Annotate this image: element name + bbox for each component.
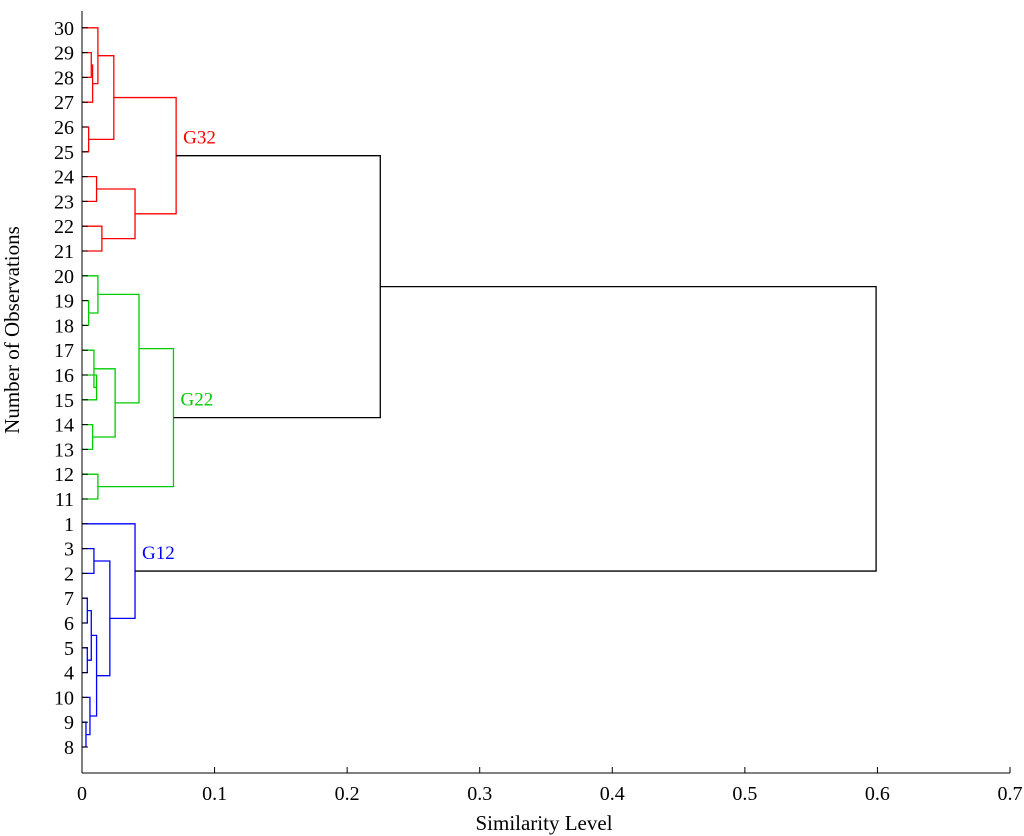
group-label-g22: G22 xyxy=(180,390,213,411)
y-tick-label: 28 xyxy=(54,67,74,89)
group-label-g32: G32 xyxy=(183,128,216,149)
y-tick-label: 29 xyxy=(54,43,74,65)
axes xyxy=(81,11,1010,774)
y-tick-label: 8 xyxy=(64,737,74,759)
y-tick-label: 1 xyxy=(64,514,74,536)
y-tick-label: 17 xyxy=(54,340,74,362)
y-tick-label: 30 xyxy=(54,18,74,40)
x-tick-label: 0.6 xyxy=(865,783,890,805)
y-tick-label: 24 xyxy=(54,167,74,189)
x-tick-label: 0 xyxy=(77,783,87,805)
x-tick-label: 0.5 xyxy=(732,783,757,805)
y-tick-label: 6 xyxy=(64,613,74,635)
y-tick-label: 27 xyxy=(54,92,74,114)
x-axis-label: Similarity Level xyxy=(475,811,612,835)
dendrogram-link-m12 xyxy=(82,374,98,401)
y-tick-label: 4 xyxy=(64,663,74,685)
y-tick-label: 25 xyxy=(54,142,74,164)
y-tick-label: 11 xyxy=(55,489,74,511)
y-tick-label: 9 xyxy=(64,712,74,734)
y-tick-label: 20 xyxy=(54,266,74,288)
group-labels: G12 G22 G32 xyxy=(142,128,216,564)
y-tick-label: 10 xyxy=(54,687,74,709)
dendrogram-link-m26 xyxy=(88,55,115,141)
y-axis-label: Number of Observations xyxy=(0,226,24,434)
y-tick-label: 3 xyxy=(64,539,74,561)
y-tick-label: 26 xyxy=(54,117,74,139)
y-tick-label: 14 xyxy=(54,415,74,437)
y-tick-label: 18 xyxy=(54,315,74,337)
y-tick-label: 13 xyxy=(54,439,74,461)
dendrogram-link-m29 xyxy=(135,286,877,572)
y-tick-label: 19 xyxy=(54,291,74,313)
y-tick-label: 22 xyxy=(54,216,74,238)
group-label-g12: G12 xyxy=(142,543,175,564)
y-tick-label: 21 xyxy=(54,241,74,263)
dendrogram-link-m18 xyxy=(97,348,175,488)
y-tick-label: 12 xyxy=(54,464,74,486)
axis-ticks: 0 0.1 0.2 0.3 0.4 0.5 0.6 0.7891045672311112131… xyxy=(54,18,1023,805)
y-tick-label: 7 xyxy=(64,588,74,610)
x-tick-label: 0.7 xyxy=(998,783,1023,805)
y-tick-label: 15 xyxy=(54,390,74,412)
x-tick-label: 0.3 xyxy=(467,783,492,805)
x-tick-label: 0.1 xyxy=(202,783,227,805)
x-tick-label: 0.2 xyxy=(335,783,360,805)
y-tick-label: 16 xyxy=(54,365,74,387)
y-tick-label: 23 xyxy=(54,191,74,213)
y-tick-label: 5 xyxy=(64,638,74,660)
x-tick-label: 0.4 xyxy=(600,783,625,805)
y-tick-label: 2 xyxy=(64,563,74,585)
